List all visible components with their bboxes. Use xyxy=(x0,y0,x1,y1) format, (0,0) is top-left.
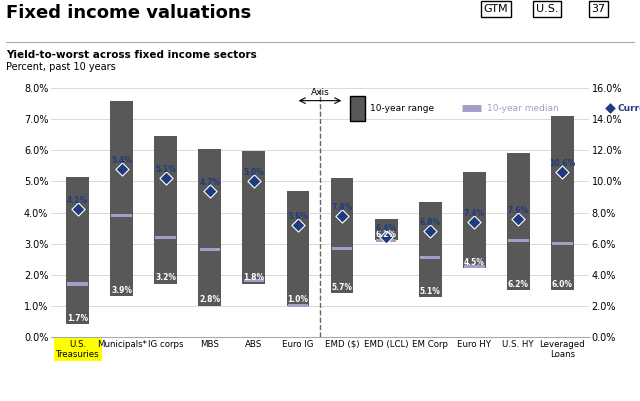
Text: 5.1%: 5.1% xyxy=(156,165,176,174)
Point xyxy=(557,169,568,175)
Text: 3.9%: 3.9% xyxy=(111,286,132,295)
Bar xyxy=(244,279,264,282)
Point xyxy=(337,213,347,219)
Text: 4.5%: 4.5% xyxy=(464,258,484,267)
Point xyxy=(72,206,83,213)
Text: Yield-to-worst across fixed income sectors: Yield-to-worst across fixed income secto… xyxy=(6,50,257,60)
Text: 4.7%: 4.7% xyxy=(199,178,220,187)
Point xyxy=(118,305,129,312)
Bar xyxy=(508,239,529,242)
Point xyxy=(469,219,479,225)
Text: Fixed income valuations: Fixed income valuations xyxy=(6,4,252,22)
Text: 10.6%: 10.6% xyxy=(549,159,575,168)
Point xyxy=(293,222,303,228)
Text: 6.2%: 6.2% xyxy=(376,230,397,239)
Point xyxy=(249,178,259,184)
Text: 2.8%: 2.8% xyxy=(199,295,220,304)
Text: 6.8%: 6.8% xyxy=(420,218,441,227)
Bar xyxy=(419,202,442,297)
Text: 1.8%: 1.8% xyxy=(243,273,264,282)
Bar xyxy=(551,116,574,290)
Bar xyxy=(110,101,133,296)
Bar xyxy=(376,239,396,242)
Bar xyxy=(156,236,176,239)
Point xyxy=(116,166,127,172)
Bar xyxy=(200,248,220,251)
Text: 5.7%: 5.7% xyxy=(332,283,353,292)
Bar xyxy=(67,282,88,286)
Text: 10-year range: 10-year range xyxy=(370,103,434,113)
Text: GTM: GTM xyxy=(484,4,508,14)
Bar xyxy=(464,265,484,269)
FancyBboxPatch shape xyxy=(349,96,365,121)
Point xyxy=(205,188,215,194)
Bar xyxy=(420,256,440,259)
Bar xyxy=(552,242,573,245)
Text: U.S.: U.S. xyxy=(536,4,559,14)
Bar xyxy=(287,304,308,307)
Text: 6.4%: 6.4% xyxy=(376,224,397,233)
Bar xyxy=(463,172,486,269)
Text: 7.6%: 7.6% xyxy=(508,206,529,215)
Point xyxy=(161,175,171,182)
Text: 5.0%: 5.0% xyxy=(243,168,264,177)
Text: 5.4%: 5.4% xyxy=(111,156,132,165)
Text: 6.2%: 6.2% xyxy=(508,279,529,289)
Text: 3.6%: 3.6% xyxy=(287,212,308,221)
Bar xyxy=(374,219,397,241)
Text: 5.1%: 5.1% xyxy=(420,287,440,296)
Text: 7.4%: 7.4% xyxy=(463,209,484,218)
Bar xyxy=(332,247,353,250)
Bar xyxy=(111,214,132,217)
Bar xyxy=(243,151,266,284)
Text: 1.0%: 1.0% xyxy=(287,295,308,304)
Text: 6.0%: 6.0% xyxy=(552,279,573,289)
Text: 1.7%: 1.7% xyxy=(67,314,88,323)
Bar xyxy=(287,191,309,306)
Text: Percent, past 10 years: Percent, past 10 years xyxy=(6,62,116,72)
Bar xyxy=(198,149,221,306)
Bar xyxy=(66,177,89,324)
Point xyxy=(513,216,524,222)
Bar xyxy=(507,153,530,290)
Bar xyxy=(331,178,353,294)
Point xyxy=(381,234,391,241)
Text: 10-year median: 10-year median xyxy=(486,103,559,113)
Text: 4.1%: 4.1% xyxy=(67,196,88,205)
Text: 3.2%: 3.2% xyxy=(156,273,176,282)
Text: 7.8%: 7.8% xyxy=(332,203,353,212)
Point xyxy=(425,228,435,234)
Text: Current: Current xyxy=(618,103,640,113)
Bar xyxy=(154,136,177,284)
Text: Axis: Axis xyxy=(310,88,330,97)
Text: 37: 37 xyxy=(591,4,605,14)
